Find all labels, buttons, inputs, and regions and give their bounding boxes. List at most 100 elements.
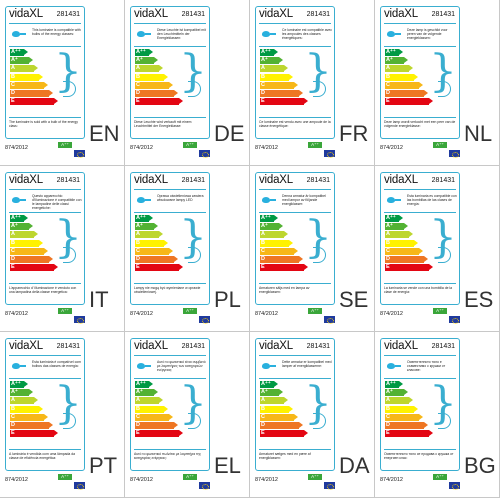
sold-with-text: L'apparecchio d' illuminazione è venduto… [9, 286, 77, 294]
energy-bar: A⁺⁺ [135, 215, 153, 222]
compatibility-text: Dette armatur er kompatibel med lamper a… [282, 360, 332, 368]
energy-bar: A⁺ [135, 223, 158, 231]
energy-bar: C [10, 413, 48, 421]
language-code: BG [464, 453, 496, 478]
energy-scale: A⁺⁺ A⁺ A B C D E [385, 381, 433, 438]
energy-bar: D [385, 421, 428, 429]
brand-name: vidaXL [259, 174, 293, 186]
divider [384, 355, 456, 356]
product-code: 281431 [306, 343, 330, 350]
energy-scale: A⁺⁺ A⁺ A B C D E [10, 49, 58, 106]
energy-bar: A⁺⁺ [135, 49, 153, 56]
energy-bar: C [385, 247, 423, 255]
compatibility-text: Oprawa oświetleniowa zawiera wbudowane l… [157, 194, 204, 202]
energy-scale: A⁺⁺ A⁺ A B C D E [135, 215, 183, 272]
sold-with-text: The luminaire is sold with a bulb of the… [9, 120, 78, 128]
divider [384, 449, 456, 450]
label-panel-se: vidaXL 281431 Denna armatur är kompatibe… [250, 166, 375, 332]
divider [134, 378, 206, 379]
label-panel-de: vidaXL 281431 Diese Leuchte ist kompatib… [125, 0, 250, 166]
energy-scale: A⁺⁺ A⁺ A B C D E [135, 381, 183, 438]
energy-label: vidaXL 281431 Questo apparecchio d'illum… [5, 172, 85, 305]
divider [134, 449, 206, 450]
brand-name: vidaXL [384, 8, 418, 20]
energy-bar: B [385, 239, 418, 247]
product-code: 281431 [56, 343, 80, 350]
energy-bar: A [260, 65, 288, 73]
energy-bar: A⁺ [135, 389, 158, 397]
eu-flag-icon [199, 482, 210, 490]
energy-bar: D [260, 421, 303, 429]
divider [9, 378, 81, 379]
brand-name: vidaXL [259, 340, 293, 352]
divider [384, 189, 456, 190]
product-code: 281431 [306, 11, 330, 18]
brand-name: vidaXL [134, 8, 168, 20]
energy-bar: A⁺⁺ [260, 381, 278, 388]
regulation-number: 874/2012 [5, 145, 28, 151]
class-badge: A⁺⁺ [58, 308, 72, 314]
label-panel-nl: vidaXL 281431 Deze lamp is geschikt voor… [375, 0, 500, 166]
product-code: 281431 [431, 343, 455, 350]
energy-bar: B [260, 239, 293, 247]
divider [259, 189, 331, 190]
divider [9, 212, 81, 213]
compatibility-text: Deze lamp is geschikt voor peren van de … [407, 28, 448, 40]
divider [259, 23, 331, 24]
lamp-icon [387, 361, 401, 371]
lamp-icon [262, 29, 276, 39]
energy-bar: A [10, 231, 38, 239]
compatibility-text: Esta luminaria es compatible con las bom… [407, 194, 457, 206]
sold-with-text: Ce luminaire est vendu avec une ampoule … [259, 120, 331, 128]
energy-bar: B [260, 405, 293, 413]
divider [259, 449, 331, 450]
energy-scale: A⁺⁺ A⁺ A B C D E [10, 215, 58, 272]
product-code: 281431 [181, 177, 205, 184]
divider [384, 212, 456, 213]
language-code: EN [89, 121, 120, 146]
energy-label: vidaXL 281431 Αυτό το φωτιστικό είναι συ… [130, 338, 210, 471]
energy-bar: A⁺ [260, 223, 283, 231]
energy-bar: A⁺ [135, 57, 158, 65]
class-badge: A⁺⁺ [433, 142, 447, 148]
language-code: NL [464, 121, 493, 146]
energy-bar: D [260, 255, 303, 263]
regulation-number: 874/2012 [380, 145, 403, 151]
sold-with-text: Осветителното тяло се продава с крушка о… [384, 452, 454, 460]
divider [134, 23, 206, 24]
energy-bar: C [135, 413, 173, 421]
energy-bar: E [260, 264, 308, 272]
product-code: 281431 [181, 343, 205, 350]
compatibility-text: Denna armatur är kompatibel med lampor a… [282, 194, 326, 206]
compatibility-text: This luminaire is compatible with bulbs … [32, 28, 81, 36]
energy-bar: E [10, 98, 58, 106]
energy-label: vidaXL 281431 Esta luminaria es compatib… [380, 172, 460, 305]
label-panel-pl: vidaXL 281431 Oprawa oświetleniowa zawie… [125, 166, 250, 332]
brand-name: vidaXL [134, 174, 168, 186]
energy-bar: B [135, 239, 168, 247]
energy-bar: A⁺ [385, 57, 408, 65]
energy-bar: B [260, 73, 293, 81]
energy-bar: A [385, 65, 413, 73]
divider [384, 46, 456, 47]
eu-flag-icon [449, 150, 460, 158]
energy-bar: D [135, 421, 178, 429]
eu-flag-icon [74, 316, 85, 324]
bulb-loop-icon [313, 81, 326, 97]
divider [134, 212, 206, 213]
energy-bar: E [260, 430, 308, 438]
language-code: PT [89, 453, 118, 478]
class-badge: A⁺⁺ [183, 474, 197, 480]
energy-label: vidaXL 281431 Deze lamp is geschikt voor… [380, 6, 460, 139]
bulb-loop-icon [438, 81, 451, 97]
energy-label: vidaXL 281431 Dette armatur er kompatibe… [255, 338, 335, 471]
class-badge: A⁺⁺ [183, 308, 197, 314]
brand-name: vidaXL [9, 340, 43, 352]
energy-bar: A⁺⁺ [385, 215, 403, 222]
energy-bar: E [135, 430, 183, 438]
compatibility-text: Ce luminaire est compatible avec les amp… [282, 28, 332, 40]
bulb-loop-icon [188, 81, 201, 97]
language-code: FR [339, 121, 369, 146]
compatibility-text: Αυτό το φωτιστικό είναι συμβατό με λαμπτ… [157, 360, 206, 372]
